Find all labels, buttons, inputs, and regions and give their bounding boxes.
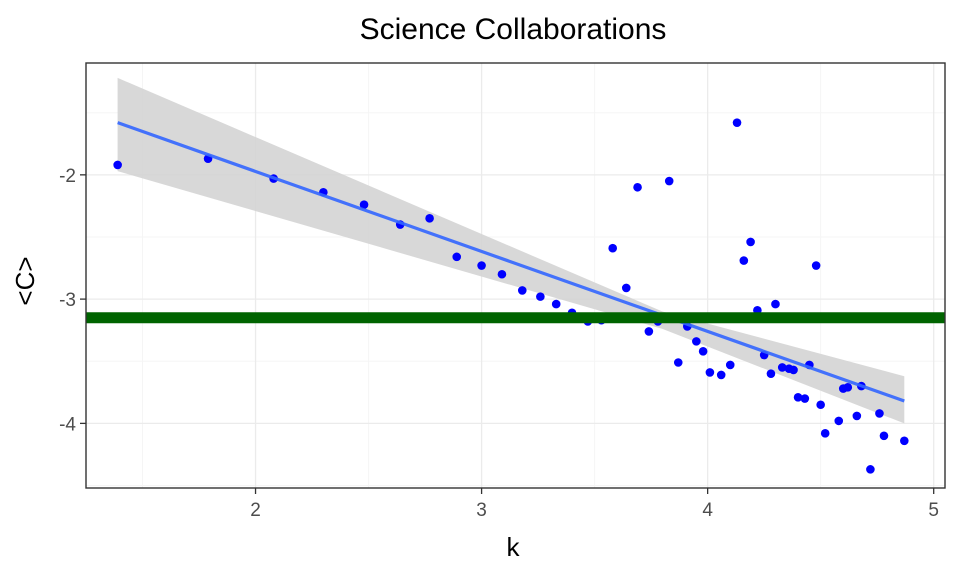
data-point: [359, 200, 369, 209]
data-point: [633, 182, 642, 192]
data-point: [811, 261, 821, 270]
data-point: [777, 363, 787, 372]
data-point: [452, 252, 462, 262]
chart-title: Science Collaborations: [360, 13, 667, 46]
data-point: [875, 409, 884, 418]
panel-frame: [85, 62, 946, 489]
data-point: [425, 214, 434, 223]
data-point: [517, 286, 527, 295]
data-point: [732, 118, 742, 127]
data-point: [793, 392, 803, 402]
data-point: [664, 176, 674, 186]
data-point: [800, 394, 810, 403]
data-point: [852, 411, 862, 421]
x-tick-label: 2: [250, 500, 261, 521]
data-point: [113, 160, 122, 170]
x-tick-label: 4: [702, 500, 713, 521]
data-point: [716, 370, 726, 380]
data-point: [739, 256, 749, 265]
data-point: [900, 436, 909, 446]
y-tick-label: -4: [59, 414, 76, 435]
data-point: [879, 431, 889, 441]
axis-ticks: 2 3 4 5 -2 -3 -4: [59, 166, 939, 521]
data-point: [644, 327, 654, 336]
data-point: [866, 465, 875, 474]
x-axis-label: k: [507, 532, 521, 562]
confidence-band-area: [117, 77, 905, 424]
data-point: [834, 416, 844, 426]
data-point: [477, 261, 486, 270]
grid-lines: [86, 63, 945, 488]
panel-border: [85, 62, 946, 489]
data-point: [766, 369, 776, 378]
y-axis-label: <C>: [10, 256, 40, 305]
data-point: [725, 360, 735, 370]
data-point: [705, 368, 715, 377]
data-point: [820, 429, 830, 438]
data-point: [789, 365, 798, 375]
x-tick-label: 3: [476, 500, 487, 521]
data-point: [673, 358, 683, 367]
data-point: [621, 283, 631, 293]
data-point: [771, 299, 780, 309]
data-point: [536, 292, 545, 301]
y-tick-label: -3: [59, 290, 76, 311]
data-point: [816, 400, 825, 410]
data-point: [497, 269, 507, 279]
x-tick-label: 5: [928, 500, 939, 521]
data-point: [551, 299, 561, 309]
y-tick-label: -2: [59, 166, 76, 187]
confidence-band: [117, 77, 905, 424]
data-point: [698, 347, 708, 356]
data-point: [843, 383, 853, 392]
data-point: [608, 243, 618, 253]
regression-line: [117, 121, 905, 403]
regression-line-group: [117, 121, 905, 403]
data-point: [692, 337, 701, 346]
data-point: [746, 237, 755, 247]
